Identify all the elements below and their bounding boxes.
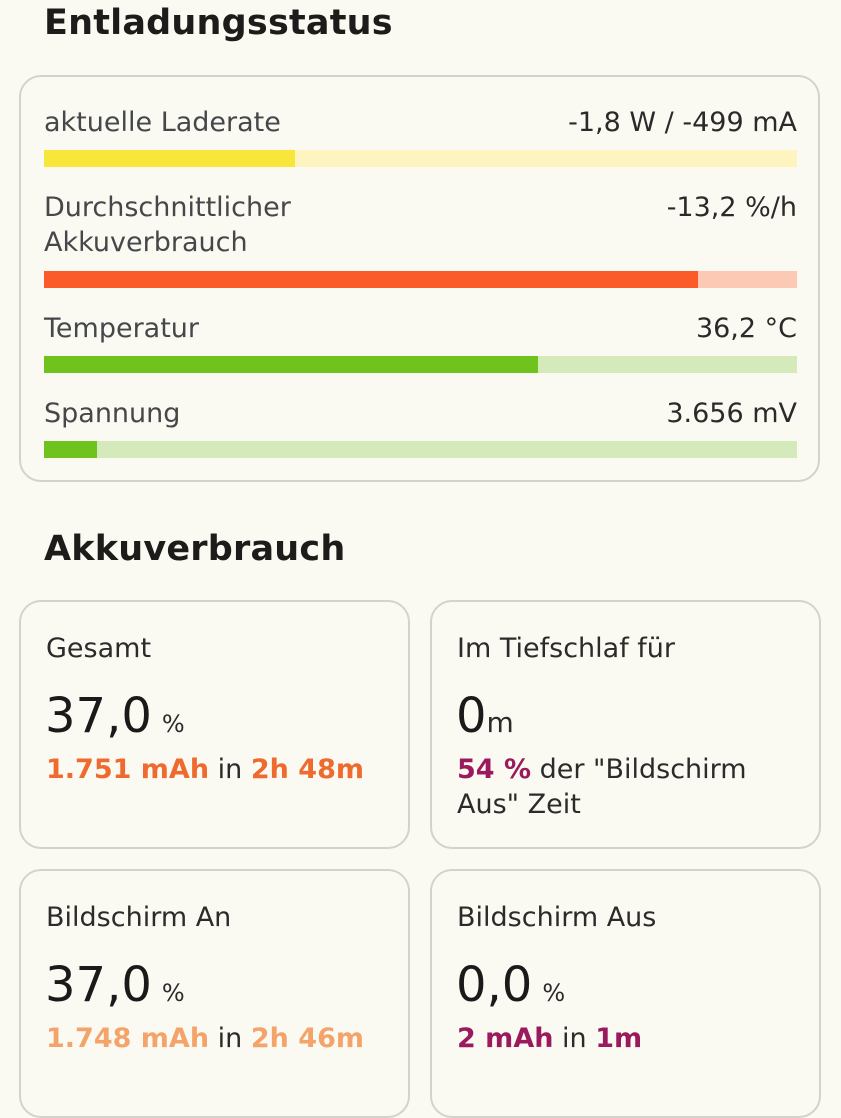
progress-bar-charge-rate xyxy=(44,150,797,167)
section-title-discharge-status: Entladungsstatus xyxy=(44,3,393,43)
metric-value-charge-rate: -1,8 W / -499 mA xyxy=(568,107,797,138)
tile-value-deep-sleep: 0m xyxy=(456,686,514,757)
metric-label-charge-rate: aktuelle Laderate xyxy=(44,107,281,138)
progress-bar-temperature xyxy=(44,356,797,373)
progress-fill-temperature xyxy=(44,356,538,373)
tile-number-screen-off: 0,0 xyxy=(456,957,533,1013)
tile-unit-screen-off: % xyxy=(542,979,566,1007)
tile-number-total: 37,0 xyxy=(45,688,152,744)
progress-bar-avg-consumption xyxy=(44,271,797,288)
progress-fill-avg-consumption xyxy=(44,271,698,288)
usage-tile-screen-on[interactable]: Bildschirm An 37,0% 1.748 mAh in 2h 46m xyxy=(19,869,410,1118)
tile-mah-total: 1.751 mAh xyxy=(46,754,210,785)
progress-bar-voltage xyxy=(44,441,797,458)
metric-label-voltage: Spannung xyxy=(44,398,181,429)
tile-connector-screen-on: in xyxy=(217,1023,243,1054)
tile-mah-screen-on: 1.748 mAh xyxy=(46,1023,210,1054)
tile-duration-total: 2h 48m xyxy=(250,754,364,785)
tile-detail-text-deep-sleep: der "Bildschirm Aus" Zeit xyxy=(457,754,747,820)
tile-value-screen-on: 37,0% xyxy=(45,955,185,1026)
tile-label-screen-on: Bildschirm An xyxy=(46,902,232,933)
progress-fill-voltage xyxy=(44,441,97,458)
progress-fill-charge-rate xyxy=(44,150,295,167)
tile-detail-screen-on: 1.748 mAh in 2h 46m xyxy=(46,1021,376,1056)
tile-number-deep-sleep: 0 xyxy=(456,688,487,744)
tile-detail-screen-off: 2 mAh in 1m xyxy=(457,1021,787,1056)
tile-number-screen-on: 37,0 xyxy=(45,957,152,1013)
tile-label-screen-off: Bildschirm Aus xyxy=(457,902,657,933)
tile-duration-screen-on: 2h 46m xyxy=(250,1023,364,1054)
tile-mah-screen-off: 2 mAh xyxy=(457,1023,554,1054)
tile-unit-deep-sleep: m xyxy=(486,706,514,739)
tile-detail-total: 1.751 mAh in 2h 48m xyxy=(46,752,376,787)
usage-tile-screen-off[interactable]: Bildschirm Aus 0,0% 2 mAh in 1m xyxy=(430,869,821,1118)
metric-label-avg-consumption: Durchschnittlicher Akkuverbrauch xyxy=(44,192,291,258)
usage-tile-total[interactable]: Gesamt 37,0% 1.751 mAh in 2h 48m xyxy=(19,600,410,849)
discharge-status-card xyxy=(19,75,820,482)
tile-unit-screen-on: % xyxy=(161,979,185,1007)
tile-detail-deep-sleep: 54 % der "Bildschirm Aus" Zeit xyxy=(457,752,787,822)
metric-value-avg-consumption: -13,2 %/h xyxy=(666,192,797,223)
tile-value-total: 37,0% xyxy=(45,686,185,757)
tile-connector-screen-off: in xyxy=(562,1023,587,1054)
tile-value-screen-off: 0,0% xyxy=(456,955,565,1026)
tile-connector-total: in xyxy=(217,754,243,785)
tile-duration-screen-off: 1m xyxy=(595,1023,643,1054)
metric-value-voltage: 3.656 mV xyxy=(666,398,797,429)
metric-value-temperature: 36,2 °C xyxy=(695,313,797,344)
tile-label-total: Gesamt xyxy=(46,633,152,664)
metric-label-temperature: Temperatur xyxy=(44,313,200,344)
usage-tile-deep-sleep[interactable]: Im Tiefschlaf für 0m 54 % der "Bildschir… xyxy=(430,600,821,849)
tile-unit-total: % xyxy=(161,710,185,738)
section-title-battery-usage: Akkuverbrauch xyxy=(44,529,346,569)
tile-percent-deep-sleep: 54 % xyxy=(457,754,532,785)
tile-label-deep-sleep: Im Tiefschlaf für xyxy=(457,633,676,664)
